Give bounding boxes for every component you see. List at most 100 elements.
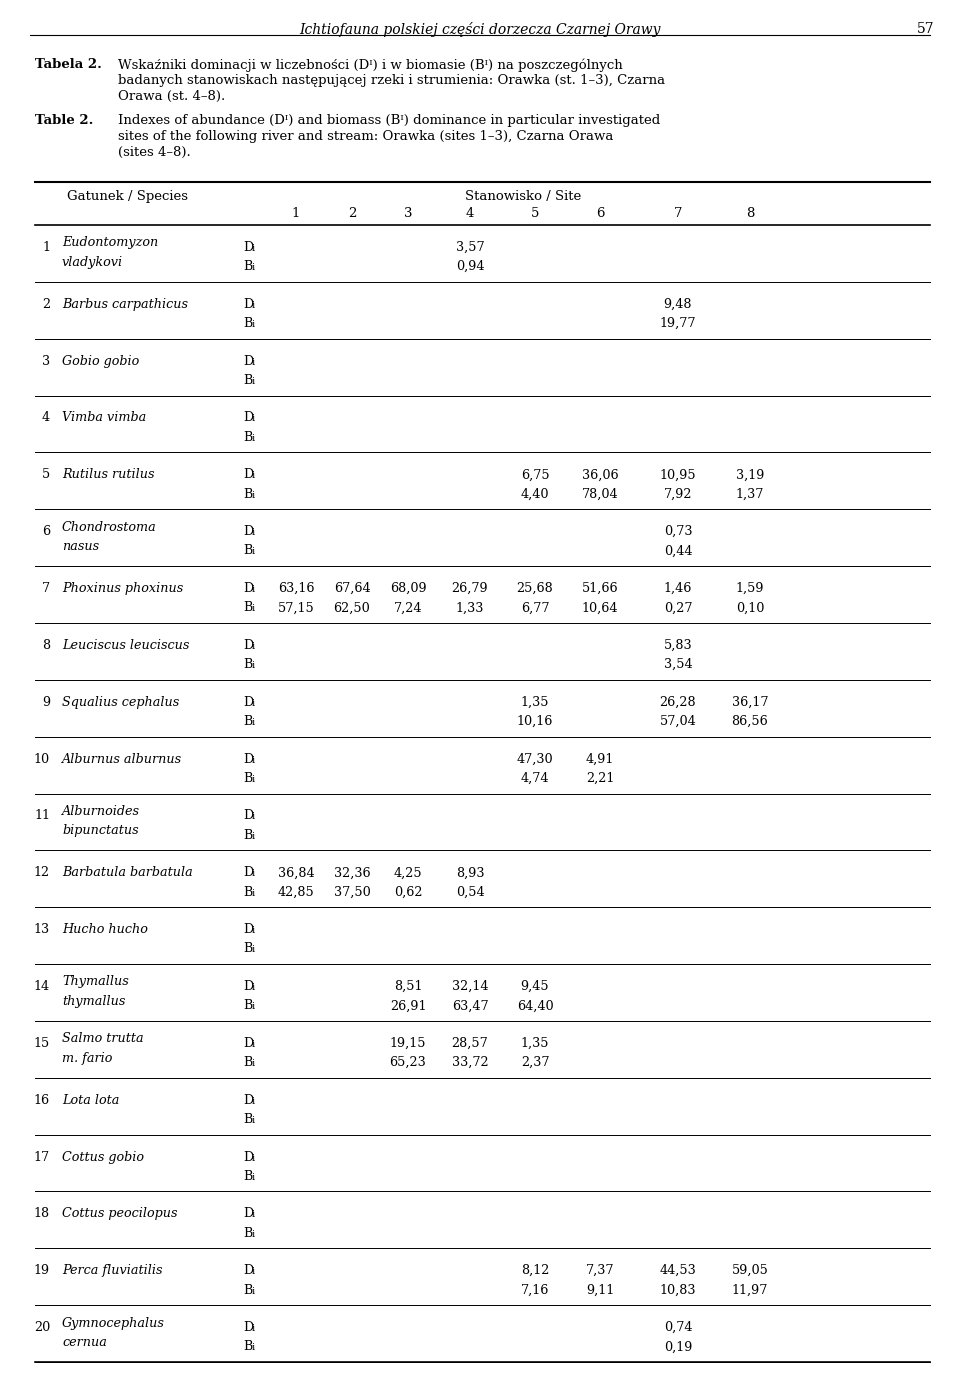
Text: 36,84: 36,84 <box>277 866 314 879</box>
Text: B: B <box>243 1113 252 1126</box>
Text: B: B <box>243 488 252 500</box>
Text: Lota lota: Lota lota <box>62 1094 119 1106</box>
Text: 7: 7 <box>42 582 50 595</box>
Text: Hucho hucho: Hucho hucho <box>62 924 148 936</box>
Text: 6,75: 6,75 <box>520 468 549 482</box>
Text: Thymallus: Thymallus <box>62 975 129 989</box>
Text: B: B <box>243 602 252 614</box>
Text: 25,68: 25,68 <box>516 582 553 595</box>
Text: 10,95: 10,95 <box>660 468 696 482</box>
Text: 11: 11 <box>34 809 50 822</box>
Text: 18: 18 <box>34 1208 50 1220</box>
Text: 1,35: 1,35 <box>520 1036 549 1050</box>
Text: 1,37: 1,37 <box>735 488 764 500</box>
Text: 36,06: 36,06 <box>582 468 618 482</box>
Text: Tabela 2.: Tabela 2. <box>35 59 102 71</box>
Text: i: i <box>252 812 255 822</box>
Text: i: i <box>252 1153 255 1163</box>
Text: Perca fluviatilis: Perca fluviatilis <box>62 1265 162 1277</box>
Text: 0,62: 0,62 <box>394 886 422 898</box>
Text: i: i <box>252 528 255 538</box>
Text: 9: 9 <box>42 695 50 709</box>
Text: i: i <box>252 869 255 878</box>
Text: D: D <box>243 1265 253 1277</box>
Text: 7: 7 <box>674 208 683 220</box>
Text: Wskaźniki dominacji w liczebności (Dᴵ) i w biomasie (Bᴵ) na poszczególnych: Wskaźniki dominacji w liczebności (Dᴵ) i… <box>118 59 623 71</box>
Text: 0,73: 0,73 <box>663 525 692 538</box>
Text: Stanowisko / Site: Stanowisko / Site <box>465 189 581 203</box>
Text: 4,40: 4,40 <box>520 488 549 500</box>
Text: D: D <box>243 752 253 766</box>
Text: D: D <box>243 1094 253 1106</box>
Text: i: i <box>252 1325 255 1333</box>
Text: 68,09: 68,09 <box>390 582 426 595</box>
Text: i: i <box>252 1003 255 1011</box>
Text: cernua: cernua <box>62 1336 107 1348</box>
Text: D: D <box>243 1036 253 1050</box>
Text: Barbatula barbatula: Barbatula barbatula <box>62 866 193 879</box>
Text: 1,33: 1,33 <box>456 602 484 614</box>
Text: i: i <box>252 415 255 423</box>
Text: 10,83: 10,83 <box>660 1283 696 1297</box>
Text: Cottus gobio: Cottus gobio <box>62 1151 144 1163</box>
Text: Gymnocephalus: Gymnocephalus <box>62 1316 165 1329</box>
Text: B: B <box>243 1227 252 1240</box>
Text: D: D <box>243 639 253 652</box>
Text: B: B <box>243 1056 252 1070</box>
Text: i: i <box>252 717 255 727</box>
Text: D: D <box>243 355 253 368</box>
Text: i: i <box>252 1059 255 1068</box>
Text: 14: 14 <box>34 979 50 993</box>
Text: 0,27: 0,27 <box>663 602 692 614</box>
Text: 16: 16 <box>34 1094 50 1106</box>
Text: B: B <box>243 1170 252 1183</box>
Text: 8: 8 <box>42 639 50 652</box>
Text: B: B <box>243 659 252 671</box>
Text: B: B <box>243 999 252 1013</box>
Text: 3,57: 3,57 <box>456 241 484 254</box>
Text: i: i <box>252 775 255 784</box>
Text: D: D <box>243 979 253 993</box>
Text: 62,50: 62,50 <box>334 602 371 614</box>
Text: B: B <box>243 829 252 841</box>
Text: 6: 6 <box>596 208 604 220</box>
Text: i: i <box>252 585 255 593</box>
Text: 78,04: 78,04 <box>582 488 618 500</box>
Text: D: D <box>243 468 253 482</box>
Text: 0,54: 0,54 <box>456 886 484 898</box>
Text: 10,16: 10,16 <box>516 715 553 729</box>
Text: 8: 8 <box>746 208 755 220</box>
Text: 32,14: 32,14 <box>452 979 489 993</box>
Text: 67,64: 67,64 <box>334 582 371 595</box>
Text: 4,74: 4,74 <box>520 772 549 784</box>
Text: 7,24: 7,24 <box>394 602 422 614</box>
Text: i: i <box>252 1039 255 1049</box>
Text: Cottus peocilopus: Cottus peocilopus <box>62 1208 178 1220</box>
Text: 5: 5 <box>531 208 540 220</box>
Text: i: i <box>252 1116 255 1126</box>
Text: 5: 5 <box>41 468 50 482</box>
Text: D: D <box>243 298 253 311</box>
Text: 11,97: 11,97 <box>732 1283 768 1297</box>
Text: 5,83: 5,83 <box>663 639 692 652</box>
Text: Phoxinus phoxinus: Phoxinus phoxinus <box>62 582 183 595</box>
Text: 1: 1 <box>292 208 300 220</box>
Text: i: i <box>252 547 255 556</box>
Text: D: D <box>243 1151 253 1163</box>
Text: 57: 57 <box>918 22 935 36</box>
Text: 1: 1 <box>42 241 50 254</box>
Text: B: B <box>243 373 252 387</box>
Text: D: D <box>243 866 253 879</box>
Text: 37,50: 37,50 <box>334 886 371 898</box>
Text: 0,19: 0,19 <box>663 1340 692 1354</box>
Text: 32,36: 32,36 <box>334 866 371 879</box>
Text: 26,91: 26,91 <box>390 999 426 1013</box>
Text: Ichtiofauna polskiej części dorzecza Czarnej Orawy: Ichtiofauna polskiej części dorzecza Cza… <box>300 22 660 38</box>
Text: vladykovi: vladykovi <box>62 256 123 269</box>
Text: 13: 13 <box>34 924 50 936</box>
Text: 33,72: 33,72 <box>452 1056 489 1070</box>
Text: B: B <box>243 545 252 557</box>
Text: i: i <box>252 263 255 272</box>
Text: 20: 20 <box>34 1321 50 1334</box>
Text: bipunctatus: bipunctatus <box>62 825 138 837</box>
